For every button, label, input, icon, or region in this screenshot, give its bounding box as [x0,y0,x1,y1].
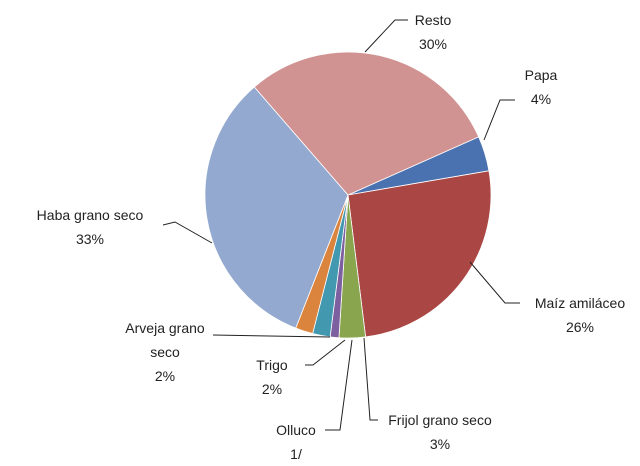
leader-lines [162,19,520,431]
slice-label: Maíz amiláceo 26% [505,291,640,339]
leader-line [363,337,378,421]
value-label: 2% [261,381,283,397]
value-label: 4% [530,91,552,107]
leader-line [162,221,213,244]
leader-line [364,19,408,53]
category-name: Olluco [276,422,316,438]
slice-label: Papa 4% [511,63,571,111]
value-label: 1/ [290,446,302,462]
value-label: 2% [154,368,176,384]
category-name: Frijol grano seco [388,412,492,428]
slice-label: Frijol grano seco 3% [360,408,520,456]
leader-line [483,99,515,141]
category-name: Resto [414,12,452,28]
category-name: Arveja grano seco [125,320,205,360]
value-label: 33% [75,231,105,247]
pie-slice [253,51,480,196]
slice-label: Resto 30% [403,8,463,56]
slices [204,51,492,339]
leader-line [212,334,331,338]
slice-label: Haba grano seco 33% [10,203,170,251]
slice-label: Arveja grano seco 2% [115,316,215,388]
category-name: Papa [524,67,558,83]
slice-label: Trigo 2% [242,353,302,401]
value-label: 3% [429,436,451,452]
category-name: Haba grano seco [36,207,144,223]
value-label: 26% [565,319,595,335]
category-name: Trigo [256,357,288,373]
slice-label: Olluco 1/ [266,418,326,466]
category-name: Maíz amiláceo [534,295,626,311]
pie-slice [347,170,492,338]
leader-line [469,261,520,304]
leader-line [305,339,346,366]
pie-slice [204,86,349,329]
value-label: 30% [418,36,448,52]
leader-line [325,339,353,431]
